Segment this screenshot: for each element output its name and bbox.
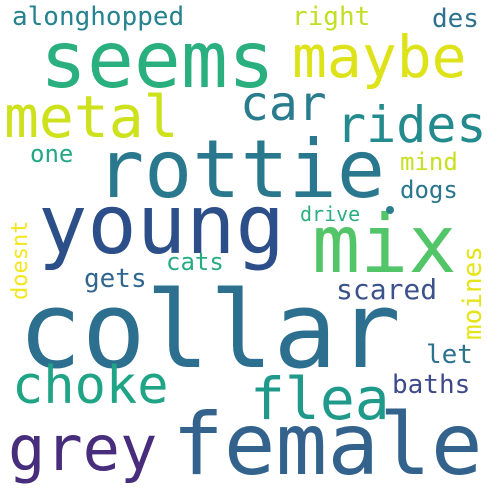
word-car: car [240, 76, 327, 132]
word-baths: baths [392, 370, 471, 400]
word-let: let [426, 340, 473, 370]
word-dogs: dogs [400, 176, 458, 204]
word-choke: choke [12, 356, 169, 416]
word-grey: grey [8, 412, 158, 485]
word-one: one [30, 140, 74, 168]
word-drive: drive [300, 202, 361, 226]
word-mind: mind [400, 148, 458, 176]
word-rottie: rottie [96, 123, 385, 216]
word-doesnt: doesnt [8, 220, 33, 300]
word-flea: flea [250, 365, 390, 433]
word-gets: gets [84, 264, 147, 294]
word-right: right [292, 2, 371, 32]
word-young: young [38, 178, 285, 273]
dot-mark [386, 206, 394, 214]
word-collar: collar [18, 269, 401, 392]
word-female: female [172, 395, 483, 495]
word-seems: seems [40, 16, 275, 106]
word-rides: rides [336, 96, 487, 154]
word-alonghopped: alonghopped [12, 2, 185, 32]
word-scared: scared [336, 273, 438, 306]
word-moines: moines [458, 246, 488, 340]
word-metal: metal [4, 83, 179, 151]
word-cats: cats [166, 248, 224, 276]
word-des: des [432, 4, 479, 34]
word-maybe: maybe [292, 23, 467, 91]
word-mix: mix [312, 198, 457, 291]
